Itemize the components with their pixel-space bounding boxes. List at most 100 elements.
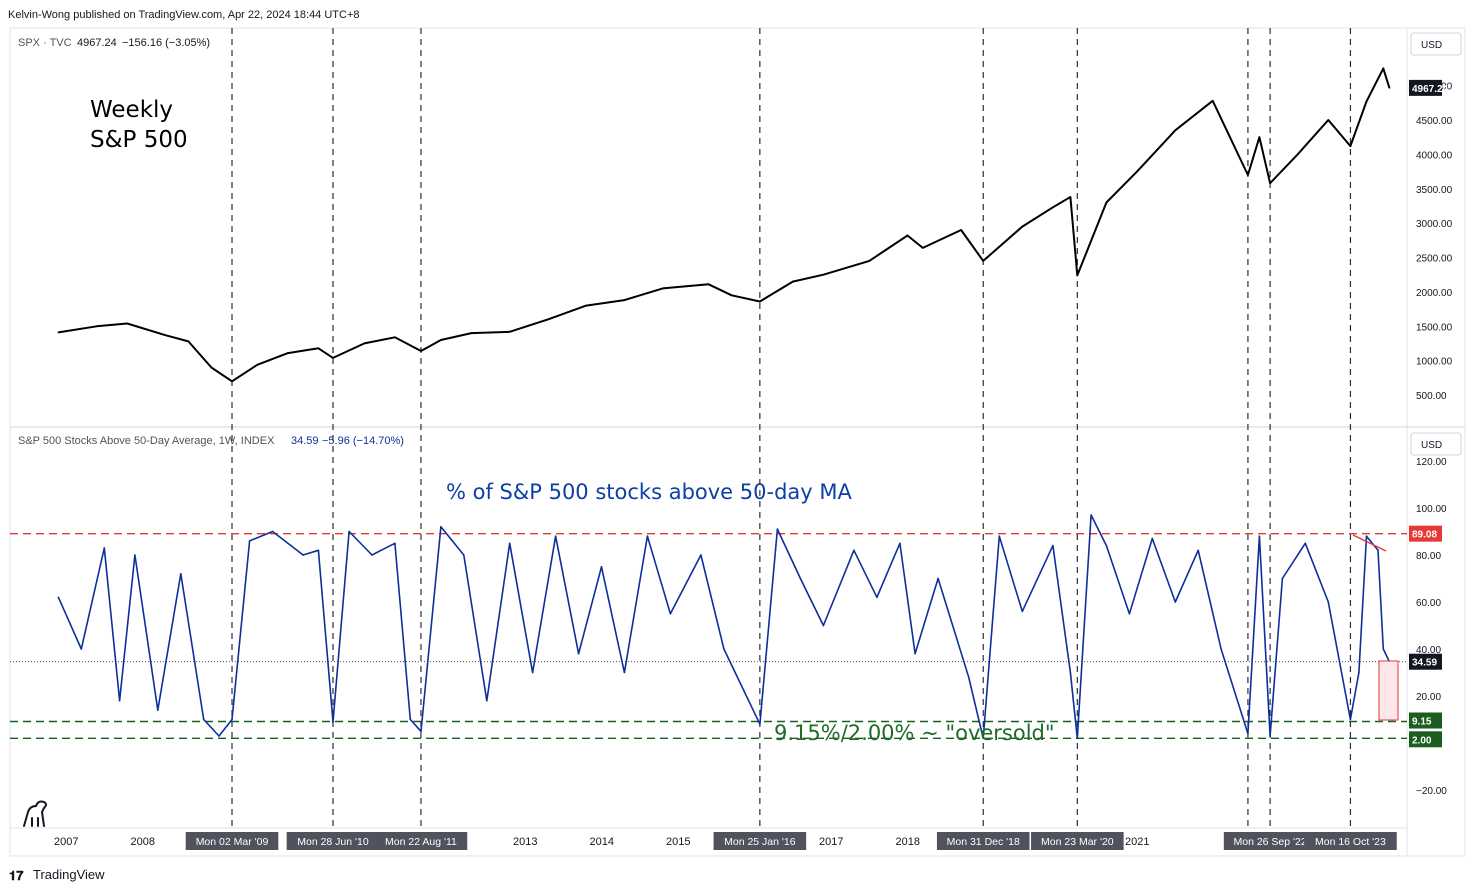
spx-point xyxy=(1076,274,1079,277)
breadth-point xyxy=(1382,648,1385,650)
x-event-label: Mon 25 Jan '16 xyxy=(724,836,796,848)
spx-point xyxy=(126,322,128,325)
breadth-point xyxy=(1304,542,1307,545)
spx-last-price-label-bg xyxy=(1409,79,1442,96)
spx-point xyxy=(1052,206,1054,209)
breadth-point xyxy=(231,718,233,721)
breadth-point xyxy=(853,549,855,552)
spx-point xyxy=(470,332,473,334)
x-event-label-bg xyxy=(1031,832,1124,850)
breadth-point xyxy=(646,535,649,537)
top-legend-change: −156.16 (−3.05%) xyxy=(122,37,210,49)
spx-point xyxy=(508,330,511,333)
breadth-point xyxy=(248,540,251,542)
event-lines xyxy=(231,28,1352,828)
spx-point xyxy=(906,234,909,237)
breadth-point xyxy=(899,542,901,545)
spx-point xyxy=(1349,145,1352,147)
breadth-point xyxy=(118,699,121,702)
spx-point xyxy=(1388,87,1391,89)
x-event-label: Mon 22 Aug '11 xyxy=(385,836,457,848)
spx-point xyxy=(256,363,259,366)
breadth-line xyxy=(57,514,1391,740)
spx-point xyxy=(1069,196,1072,198)
spx-point xyxy=(759,300,761,303)
breadth-point xyxy=(998,535,1001,537)
spx-point xyxy=(1105,201,1108,204)
spx-point xyxy=(922,247,924,249)
spx-point xyxy=(960,229,962,231)
breadth-point xyxy=(822,624,825,627)
spx-point xyxy=(1365,100,1368,103)
top-y-tick-label: 4000.00 xyxy=(1416,150,1453,161)
bottom-y-tick-label: 60.00 xyxy=(1416,598,1441,609)
chart-frame xyxy=(9,27,1466,857)
breadth-point xyxy=(409,718,412,721)
tradingview-logo[interactable]: 𝟏𝟕 TradingView xyxy=(9,867,105,883)
top-y-tick-label: 3500.00 xyxy=(1416,185,1453,196)
breadth-point xyxy=(876,596,878,599)
spx-point xyxy=(661,287,664,290)
x-event-label: Mon 31 Dec '18 xyxy=(947,836,1020,848)
breadth-point xyxy=(1197,549,1199,552)
spx-point xyxy=(1327,119,1330,121)
x-event-label-bg xyxy=(1304,832,1397,850)
spx-last-price-label: 4967.24 xyxy=(1412,84,1449,95)
bottom-title: % of S&P 500 stocks above 50-day MA xyxy=(446,480,852,504)
breadth-point xyxy=(967,676,970,678)
bottom-y-tick-label: 20.00 xyxy=(1416,692,1441,703)
breadth-point xyxy=(508,542,511,545)
level-lines xyxy=(10,532,1407,739)
breadth-point xyxy=(1105,544,1108,547)
breadth-point xyxy=(1247,732,1249,735)
bottom-currency-label: USD xyxy=(1421,440,1442,451)
top-y-tick-label: 2000.00 xyxy=(1416,288,1453,299)
bottom-y-axis[interactable]: 120.00 100.00 80.00 60.00 40.00 20.00 −20.00 xyxy=(1416,457,1447,797)
bottom-legend-name[interactable]: S&P 500 Stocks Above 50-Day Average, 1W,… xyxy=(18,435,275,447)
bottom-y-tick-label: −20.00 xyxy=(1416,786,1447,797)
breadth-point xyxy=(669,612,672,615)
top-y-axis[interactable]: 5000.004500.004000.003500.003000.002500.… xyxy=(1416,82,1453,402)
top-currency-label: USD xyxy=(1421,40,1442,51)
breadth-point xyxy=(914,652,916,655)
spx-point xyxy=(623,299,626,301)
spx-point xyxy=(1247,174,1249,176)
breadth-point xyxy=(799,577,802,580)
oversold-annotation: 9.15%/2.00% ~ "oversold" xyxy=(774,721,1055,745)
breadth-point xyxy=(1090,514,1092,516)
price-labels: 4967.24 89.08 34.59 9.15 2.00 xyxy=(1409,79,1449,748)
breadth-point xyxy=(1377,549,1379,552)
published-by-text: Kelvin-Wong published on TradingView.com… xyxy=(8,9,360,21)
bottom-currency-button[interactable] xyxy=(1410,432,1462,456)
spx-point xyxy=(57,331,60,334)
breadth-point xyxy=(271,530,274,533)
top-legend-symbol[interactable]: SPX · TVC xyxy=(18,37,72,49)
time-axis[interactable]: 2007 2008 2013 2014 2015 2017 2018 2021 Mon 02 M… xyxy=(54,832,1397,850)
x-event-label-bg xyxy=(1223,832,1317,850)
breadth-point xyxy=(348,530,350,533)
x-event-label: Mon 28 Jun '10 xyxy=(297,836,369,848)
breadth-point xyxy=(1174,601,1177,603)
x-event-label-bg xyxy=(713,832,807,850)
dino-icon[interactable] xyxy=(23,800,47,827)
breadth-point xyxy=(937,577,939,580)
breadth-point xyxy=(1327,601,1330,603)
bottom-legend-last: 34.59 xyxy=(291,435,319,447)
breadth-point xyxy=(623,671,626,674)
breadth-point xyxy=(463,554,465,556)
spx-price-line xyxy=(58,67,1391,383)
x-year-label: 2007 xyxy=(54,836,78,848)
spx-point xyxy=(363,342,366,345)
spx-point xyxy=(1296,153,1299,156)
x-event-label-bg xyxy=(286,832,380,850)
top-y-tick-label: 4500.00 xyxy=(1416,116,1453,127)
top-currency-button[interactable] xyxy=(1410,32,1462,56)
breadth-point xyxy=(554,535,557,537)
top-legend-last: 4967.24 xyxy=(77,37,117,49)
breadth-point xyxy=(179,573,182,575)
spx-point xyxy=(231,380,233,383)
x-event-label: Mon 16 Oct '23 xyxy=(1315,836,1386,848)
breadth-point xyxy=(1069,671,1072,674)
breadth-point xyxy=(1052,544,1054,547)
breadth-point xyxy=(302,554,304,556)
